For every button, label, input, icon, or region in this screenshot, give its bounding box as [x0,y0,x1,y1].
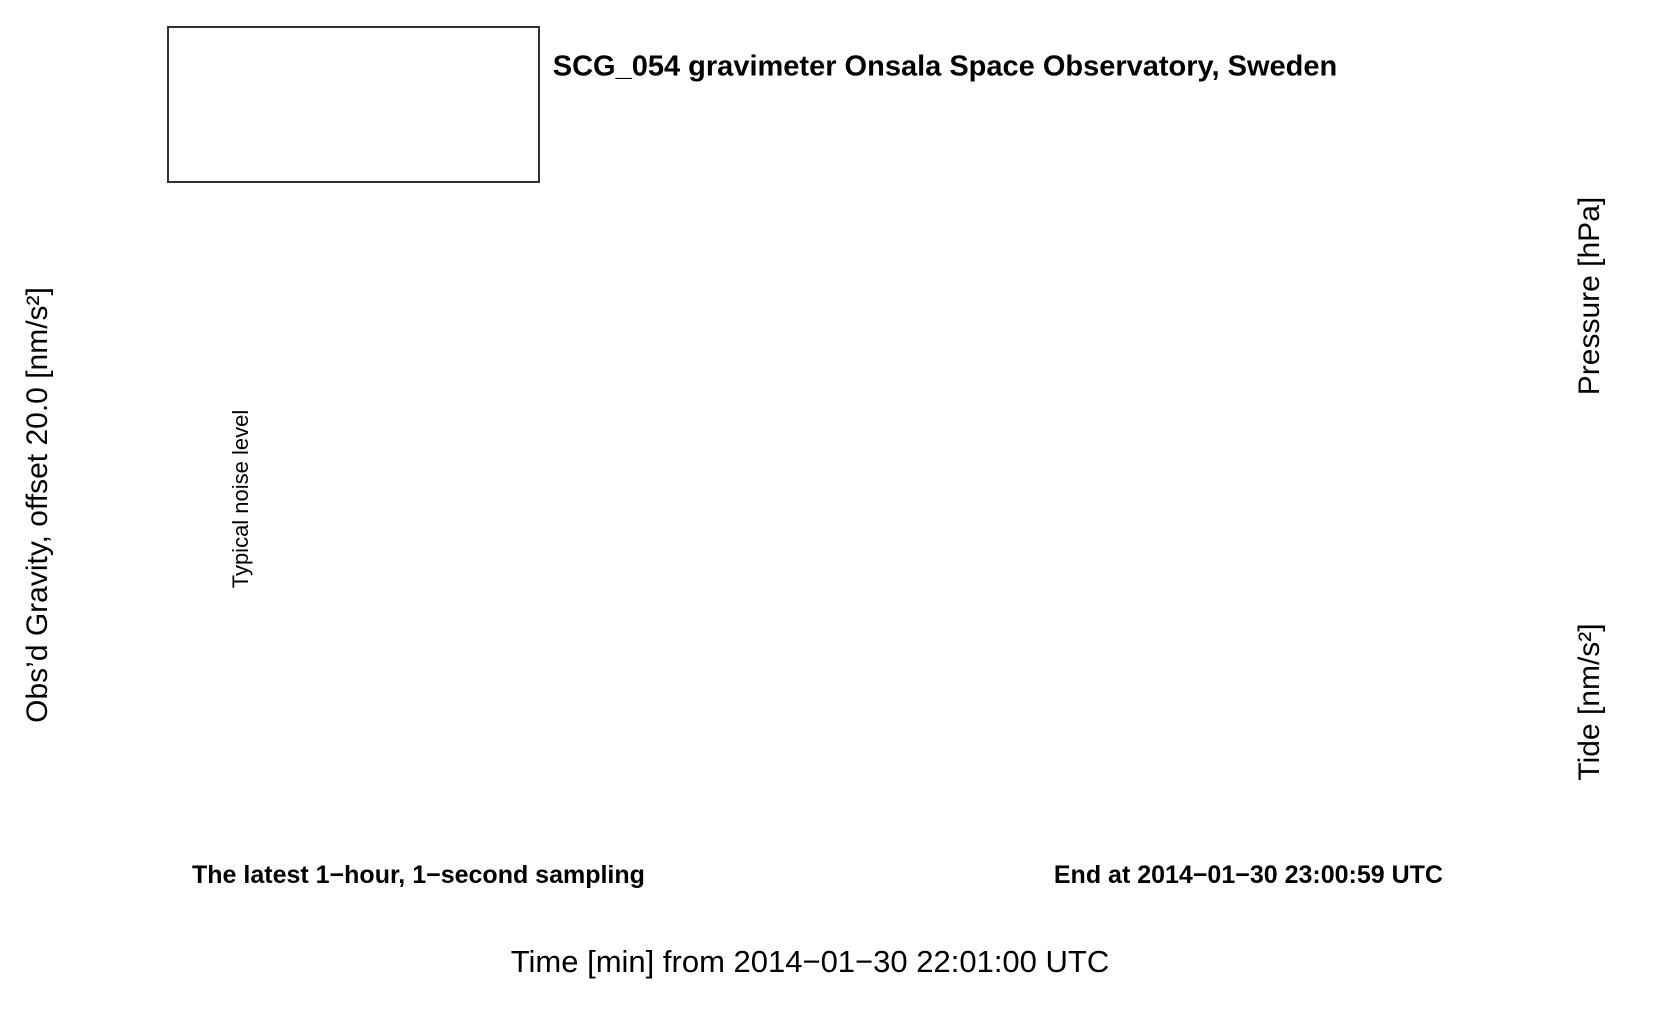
left-axis-title: Obs’d Gravity, offset 20.0 [nm/s²] [21,287,54,723]
annotation-sampling: The latest 1−hour, 1−second sampling [192,861,645,889]
pressure-axis-title: Pressure [hPa] [1573,196,1606,396]
noise-level-label: Typical noise level [228,409,253,589]
chart-title: SCG_054 gravimeter Onsala Space Observat… [552,50,1338,83]
tide-axis-title: Tide [nm/s²] [1573,623,1606,781]
annotation-end: End at 2014−01−30 23:00:59 UTC [1053,861,1443,889]
x-axis-title: Time [min] from 2014−01−30 22:01:00 UTC [510,944,1110,979]
legend [167,26,540,183]
